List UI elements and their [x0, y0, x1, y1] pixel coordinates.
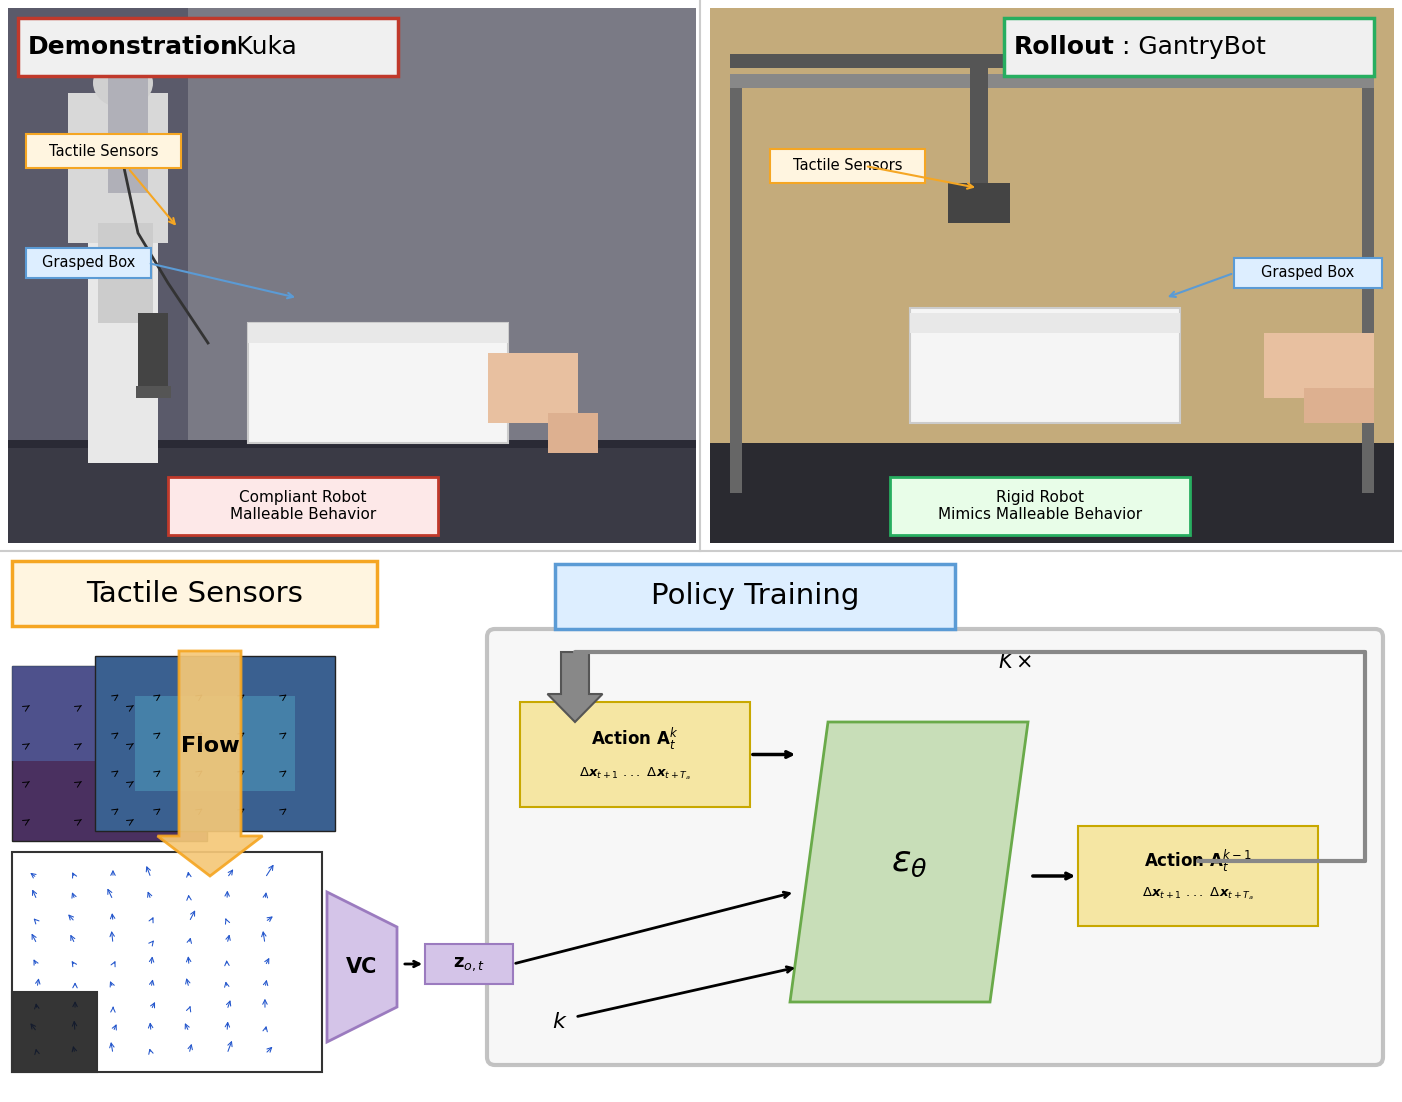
Bar: [13, 992, 97, 1072]
Text: Compliant Robot
Malleable Behavior: Compliant Robot Malleable Behavior: [230, 489, 376, 522]
FancyBboxPatch shape: [520, 702, 750, 807]
FancyBboxPatch shape: [1234, 258, 1382, 288]
Bar: [910, 307, 1180, 423]
Text: $\mathbf{Action}\ \mathbf{A}_t^k$: $\mathbf{Action}\ \mathbf{A}_t^k$: [592, 725, 679, 752]
Bar: [136, 386, 171, 398]
Text: $\epsilon_\theta$: $\epsilon_\theta$: [890, 845, 927, 879]
Bar: [13, 992, 97, 1072]
Bar: [98, 223, 153, 323]
Bar: [970, 68, 988, 188]
Bar: [13, 666, 207, 761]
Text: $K\times$: $K\times$: [998, 652, 1032, 672]
FancyBboxPatch shape: [425, 944, 513, 984]
Bar: [1265, 333, 1374, 398]
Text: Policy Training: Policy Training: [651, 583, 859, 611]
Polygon shape: [327, 892, 397, 1042]
FancyBboxPatch shape: [486, 629, 1382, 1065]
Bar: [13, 852, 322, 1072]
FancyBboxPatch shape: [770, 149, 925, 183]
Bar: [730, 88, 742, 493]
Bar: [13, 666, 207, 841]
FancyBboxPatch shape: [890, 477, 1190, 534]
Text: Rigid Robot
Mimics Malleable Behavior: Rigid Robot Mimics Malleable Behavior: [938, 489, 1143, 522]
Text: $\mathbf{z}_{o,t}$: $\mathbf{z}_{o,t}$: [453, 955, 485, 973]
FancyArrow shape: [548, 652, 603, 722]
Text: $\mathbf{Action}\ \mathbf{A}_t^{k-1}$: $\mathbf{Action}\ \mathbf{A}_t^{k-1}$: [1144, 847, 1252, 874]
Bar: [137, 313, 168, 393]
Bar: [488, 353, 578, 423]
Bar: [0, 551, 1402, 1102]
FancyBboxPatch shape: [1004, 18, 1374, 76]
Text: Demonstration: Demonstration: [28, 35, 238, 60]
Bar: [730, 54, 1374, 68]
Bar: [95, 656, 335, 831]
Bar: [69, 93, 168, 244]
Bar: [709, 443, 1394, 543]
Bar: [910, 313, 1180, 333]
Text: : Kuka: : Kuka: [220, 35, 297, 60]
Bar: [709, 8, 1394, 543]
Bar: [108, 73, 149, 193]
FancyBboxPatch shape: [13, 561, 377, 626]
Text: $\Delta\boldsymbol{x}_{t+1}\ ...\ \Delta\boldsymbol{x}_{t+T_a}$: $\Delta\boldsymbol{x}_{t+1}\ ...\ \Delta…: [1143, 886, 1253, 903]
Bar: [88, 102, 158, 463]
Polygon shape: [789, 722, 1028, 1002]
Text: $k$: $k$: [552, 1012, 568, 1031]
Text: Tactile Sensors: Tactile Sensors: [86, 580, 303, 607]
Bar: [548, 413, 599, 453]
Bar: [709, 8, 1394, 543]
Bar: [948, 183, 1009, 223]
Bar: [248, 323, 508, 343]
FancyBboxPatch shape: [18, 18, 398, 76]
Bar: [8, 443, 695, 543]
Text: : GantryBot: : GantryBot: [1122, 35, 1266, 60]
Text: Grasped Box: Grasped Box: [1262, 266, 1354, 281]
Bar: [8, 8, 695, 543]
Text: VC: VC: [346, 957, 377, 977]
Bar: [135, 696, 294, 791]
FancyBboxPatch shape: [168, 477, 437, 534]
Bar: [1304, 388, 1374, 423]
Bar: [188, 8, 695, 543]
FancyBboxPatch shape: [555, 564, 955, 629]
Text: $\Delta\boldsymbol{x}_{t+1}\ ...\ \Delta\boldsymbol{x}_{t+T_a}$: $\Delta\boldsymbol{x}_{t+1}\ ...\ \Delta…: [579, 765, 691, 781]
Bar: [1361, 88, 1374, 493]
Bar: [730, 74, 1374, 88]
FancyBboxPatch shape: [1078, 826, 1318, 926]
FancyArrow shape: [157, 651, 262, 876]
Text: Flow: Flow: [181, 735, 240, 756]
Text: Tactile Sensors: Tactile Sensors: [792, 159, 903, 173]
FancyBboxPatch shape: [27, 134, 181, 168]
Bar: [248, 323, 508, 443]
Text: Rollout: Rollout: [1014, 35, 1115, 60]
Ellipse shape: [93, 58, 153, 108]
Text: Tactile Sensors: Tactile Sensors: [49, 143, 158, 159]
Bar: [8, 440, 695, 449]
FancyBboxPatch shape: [27, 248, 151, 278]
Text: Grasped Box: Grasped Box: [42, 256, 135, 270]
